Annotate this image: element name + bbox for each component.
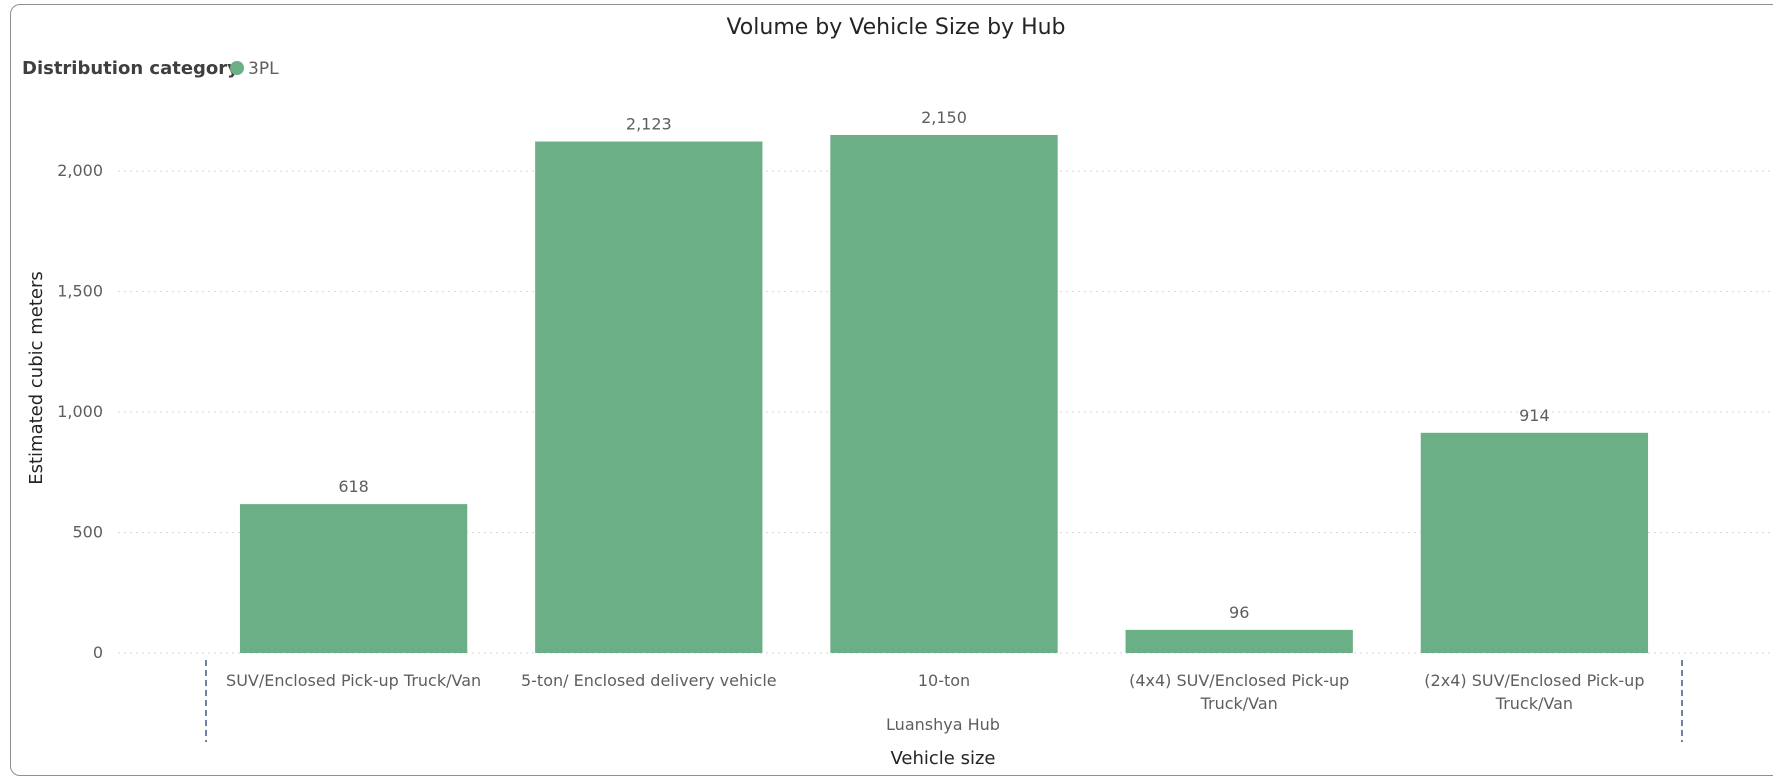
data-label: 2,123 <box>626 115 672 134</box>
x-category-label-line: (4x4) SUV/Enclosed Pick-up <box>1129 671 1349 690</box>
x-category-label-line: SUV/Enclosed Pick-up Truck/Van <box>226 671 481 690</box>
data-label: 914 <box>1519 406 1550 425</box>
bar[interactable] <box>535 141 763 653</box>
chart-title: Volume by Vehicle Size by Hub <box>726 15 1065 40</box>
y-axis-ticks: 0 500 1,000 1,500 2,000 <box>57 161 103 662</box>
bar[interactable] <box>1125 629 1353 653</box>
y-tick-label: 0 <box>93 643 103 662</box>
y-tick-label: 1,500 <box>57 282 103 301</box>
hub-group-label: Luanshya Hub <box>886 715 1000 734</box>
x-category-label: (2x4) SUV/Enclosed Pick-up Truck/Van <box>1424 671 1644 713</box>
x-category-label-line: 5-ton/ Enclosed delivery vehicle <box>521 671 777 690</box>
bars <box>239 135 1649 653</box>
x-category-label-line: (2x4) SUV/Enclosed Pick-up <box>1424 671 1644 690</box>
x-axis-label: Vehicle size <box>891 748 996 769</box>
x-category-label: SUV/Enclosed Pick-up Truck/Van <box>226 671 481 690</box>
data-label: 2,150 <box>921 108 967 127</box>
y-axis-label: Estimated cubic meters <box>26 271 47 485</box>
y-tick-label: 500 <box>72 523 103 542</box>
data-label: 618 <box>338 477 369 496</box>
x-category-label: (4x4) SUV/Enclosed Pick-up Truck/Van <box>1129 671 1349 713</box>
x-category-label: 5-ton/ Enclosed delivery vehicle <box>521 671 777 690</box>
chart-frame <box>10 4 1773 776</box>
x-category-label-line: Truck/Van <box>1200 694 1278 713</box>
x-category-label: 10-ton <box>918 671 970 690</box>
y-tick-label: 2,000 <box>57 161 103 180</box>
x-category-label-line: 10-ton <box>918 671 970 690</box>
legend-marker-3pl[interactable] <box>230 61 244 75</box>
legend-label-3pl[interactable]: 3PL <box>248 59 279 79</box>
bar[interactable] <box>239 504 468 653</box>
y-tick-label: 1,000 <box>57 402 103 421</box>
x-category-label-line: Truck/Van <box>1495 694 1573 713</box>
legend-title: Distribution category <box>22 58 239 79</box>
data-label: 96 <box>1229 603 1249 622</box>
data-labels: 618 2,123 2,150 96 914 <box>338 108 1549 622</box>
bar[interactable] <box>1420 432 1649 653</box>
x-axis-categories: SUV/Enclosed Pick-up Truck/Van 5-ton/ Enc… <box>226 671 1644 713</box>
bar[interactable] <box>830 135 1058 653</box>
